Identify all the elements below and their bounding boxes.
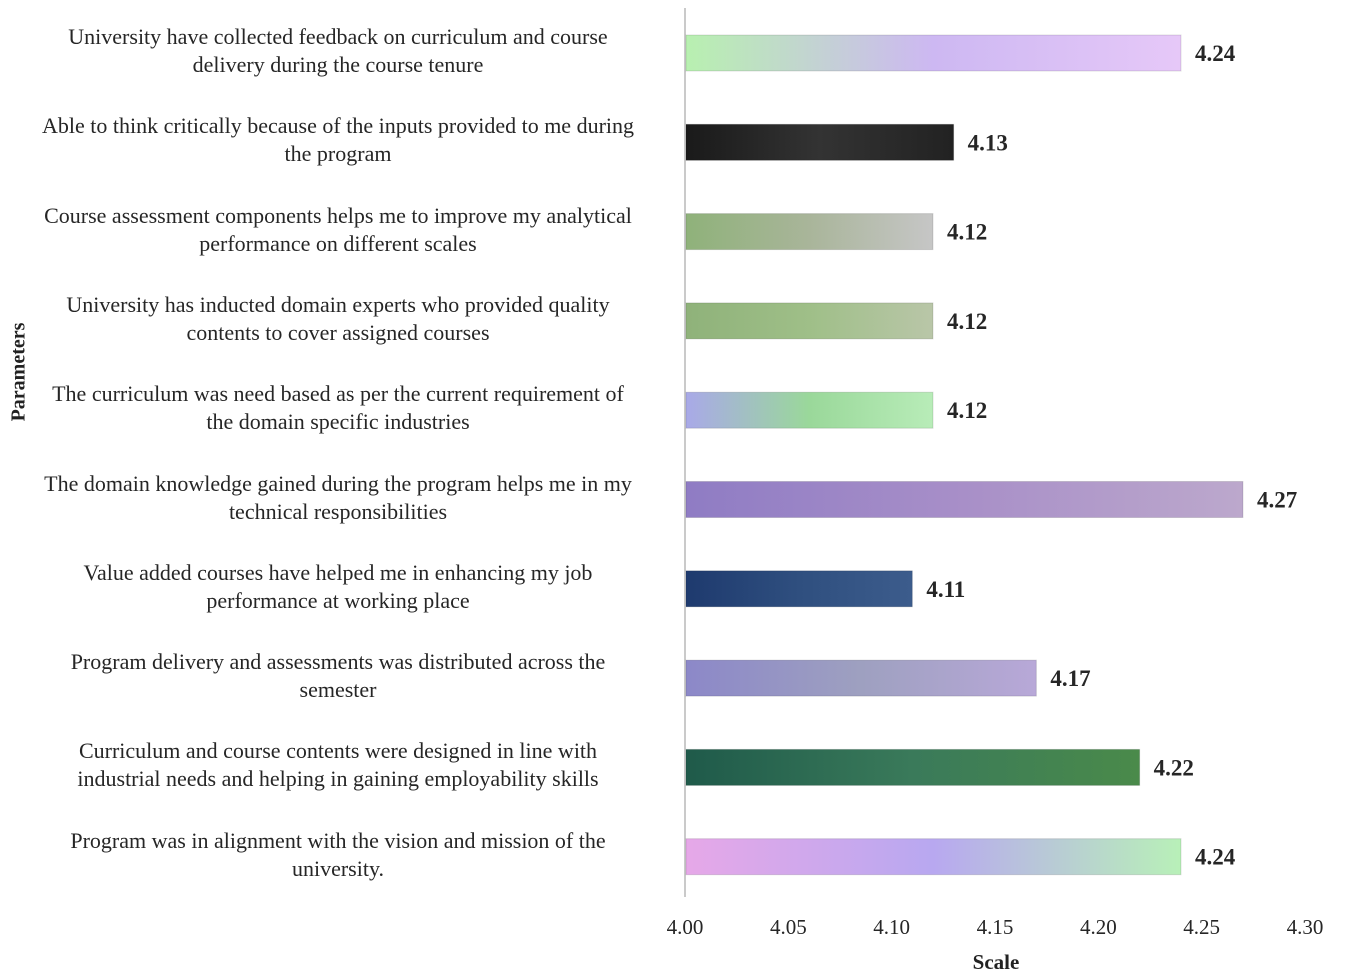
category-label-line: performance on different scales [199,230,477,256]
bar [686,35,1181,71]
category-label: The curriculum was need based as per the… [12,380,664,436]
category-label-line: The curriculum was need based as per the… [52,381,624,407]
category-label-line: Course assessment components helps me to… [44,202,632,228]
data-label: 4.12 [947,309,987,334]
bar [686,392,933,429]
data-label: 4.11 [926,577,965,602]
x-tick-label: 4.25 [1183,915,1220,939]
category-label-line: the program [284,141,392,167]
bar-outline [685,570,913,608]
data-label: 4.12 [947,398,987,423]
category-label-line: University has inducted domain experts w… [66,291,610,317]
category-label-line: Able to think critically because of the … [41,113,635,139]
bar [686,213,933,250]
bar [686,481,1243,518]
bar-outline [685,659,1037,697]
bar [686,749,1140,786]
data-label: 4.17 [1050,666,1090,691]
category-label-line: performance at working place [206,587,470,613]
category-label-line: technical responsibilities [228,498,448,524]
bar [686,302,933,339]
x-tick-label: 4.00 [667,915,704,939]
category-label: University has inducted domain experts w… [12,291,664,347]
category-label-line: industrial needs and helping in gaining … [77,766,599,792]
bar [686,124,954,161]
bar-outline [685,838,1182,876]
category-label: The domain knowledge gained during the p… [12,470,664,526]
bar-outline [685,481,1244,518]
category-label: Program was in alignment with the vision… [12,827,664,883]
category-label-line: Value added courses have helped me in en… [83,559,593,585]
bar-outline [685,123,955,161]
data-label: 4.24 [1195,845,1236,870]
x-axis-title: Scale [973,950,1020,974]
category-label-line: The domain knowledge gained during the p… [44,470,632,496]
category-label-line: the domain specific industries [206,409,470,435]
x-tick-label: 4.20 [1080,915,1117,939]
category-label-line: Program delivery and assessments was dis… [70,649,606,675]
bar-outline [685,302,934,340]
category-label-line: delivery during the course tenure [192,52,484,77]
category-label-line: Program was in alignment with the vision… [70,827,606,853]
category-label: Program delivery and assessments was dis… [12,648,664,704]
x-tick-label: 4.05 [770,915,807,939]
category-label: Value added courses have helped me in en… [12,559,664,615]
x-tick-label: 4.15 [977,915,1014,939]
category-label-line: Curriculum and course contents were desi… [78,738,598,764]
x-tick-label: 4.30 [1287,915,1324,939]
data-label: 4.12 [947,220,987,245]
category-label-line: semester [299,677,377,703]
category-label-line: contents to cover assigned courses [186,319,490,345]
data-label: 4.27 [1257,488,1297,513]
x-tick-label: 4.10 [873,915,910,939]
bar-outline [685,391,934,429]
bar-outline [685,748,1141,786]
category-label: Course assessment components helps me to… [12,202,664,258]
category-label: University have collected feedback on cu… [12,23,664,79]
category-label: Curriculum and course contents were desi… [12,737,664,793]
data-label: 4.13 [968,130,1008,155]
bar [686,838,1181,875]
bar [686,570,913,607]
data-label: 4.24 [1195,41,1236,66]
bar [686,660,1037,697]
bar-outline [685,34,1182,72]
category-label: Able to think critically because of the … [12,112,664,168]
category-label-line: University have collected feedback on cu… [68,24,608,49]
data-label: 4.22 [1154,755,1194,780]
category-label-line: university. [291,855,385,881]
bar-outline [685,213,934,251]
